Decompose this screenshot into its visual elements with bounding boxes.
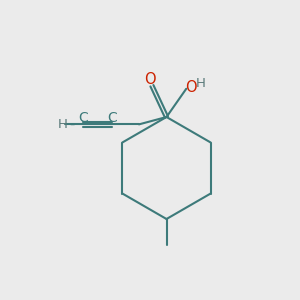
Text: O: O	[145, 72, 156, 87]
Text: H: H	[58, 118, 68, 131]
Text: C: C	[79, 111, 88, 125]
Text: H: H	[196, 77, 206, 90]
Text: -: -	[69, 117, 75, 132]
Text: C: C	[107, 111, 117, 125]
Text: O: O	[186, 80, 197, 95]
